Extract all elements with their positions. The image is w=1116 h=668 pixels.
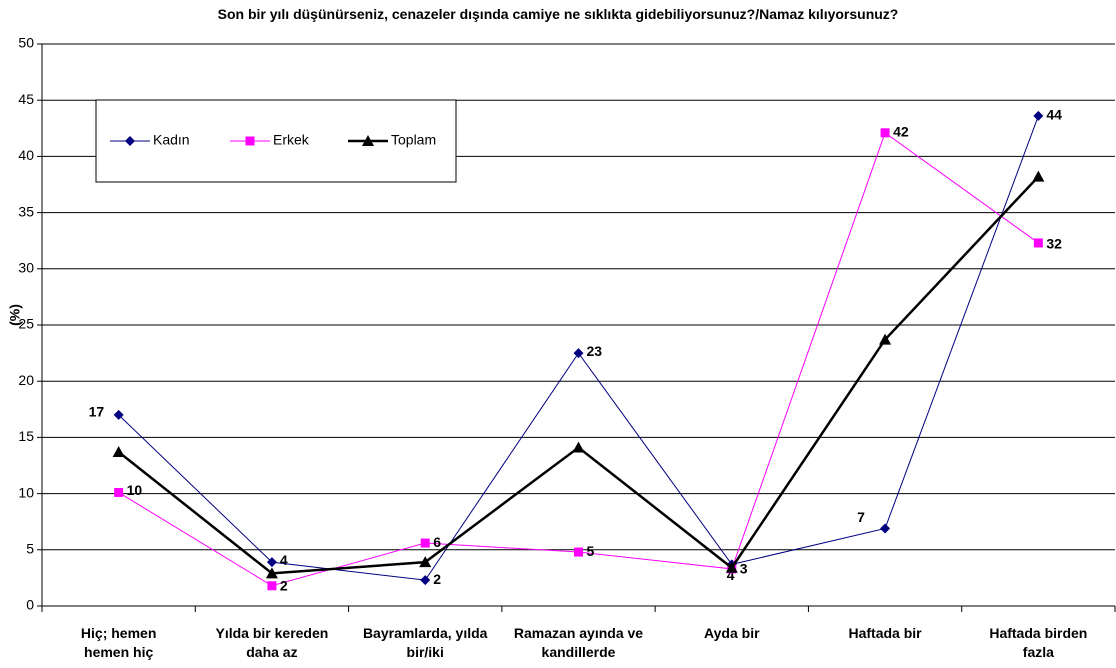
data-point xyxy=(420,575,431,586)
data-label: 23 xyxy=(587,343,603,359)
data-point xyxy=(113,409,124,420)
y-tick-label: 50 xyxy=(18,35,34,51)
x-tick-label: Yılda bir kereden daha az xyxy=(215,625,329,660)
x-tick-label: Hiç; hemen hemen hiç xyxy=(80,625,157,660)
y-tick-label: 15 xyxy=(18,428,34,444)
data-point xyxy=(880,128,890,138)
data-label: 10 xyxy=(127,482,143,498)
data-point xyxy=(880,523,891,534)
data-label: 2 xyxy=(280,577,288,593)
y-tick-label: 25 xyxy=(18,316,34,332)
data-point xyxy=(267,581,277,591)
legend-marker xyxy=(362,135,374,146)
data-point xyxy=(112,446,125,458)
x-tick-label: Bayramlarda, yılda bir/iki xyxy=(362,625,488,660)
legend-box xyxy=(95,99,457,183)
legend-label: Toplam xyxy=(391,132,436,148)
data-point xyxy=(114,487,124,497)
y-tick-label: 45 xyxy=(18,91,34,107)
legend-marker xyxy=(125,136,135,146)
data-point xyxy=(265,567,278,579)
legend-marker xyxy=(245,136,255,146)
data-label: 17 xyxy=(89,404,105,420)
x-tick-label: Haftada bir xyxy=(848,625,922,641)
legend-label: Kadın xyxy=(153,132,190,148)
data-label: 44 xyxy=(1046,107,1062,123)
y-axis-label: (%) xyxy=(7,304,23,326)
data-point xyxy=(1033,238,1043,248)
series-line xyxy=(118,132,1039,587)
data-point xyxy=(879,333,892,345)
data-label: 2 xyxy=(433,571,441,587)
data-point xyxy=(420,538,430,548)
x-tick-label: Ayda bir xyxy=(704,625,760,641)
y-tick-label: 20 xyxy=(18,372,34,388)
data-label: 32 xyxy=(1046,236,1062,252)
data-label: 42 xyxy=(893,123,909,139)
data-label: 4 xyxy=(727,567,735,583)
data-point xyxy=(574,547,583,557)
y-tick-label: 35 xyxy=(18,203,34,219)
x-tick-label: Ramazan ayında ve kandillerde xyxy=(513,625,644,660)
data-label: 4 xyxy=(280,552,288,568)
y-tick-label: 0 xyxy=(26,597,34,613)
data-point xyxy=(1033,110,1044,121)
data-label: 3 xyxy=(740,561,748,577)
series-line xyxy=(118,115,1039,581)
data-label: 6 xyxy=(433,534,441,550)
data-point xyxy=(266,557,277,568)
data-point xyxy=(572,441,585,453)
data-label: 7 xyxy=(857,509,865,525)
y-tick-label: 5 xyxy=(26,541,34,557)
data-point xyxy=(573,348,584,359)
y-tick-label: 40 xyxy=(18,147,34,163)
chart-title: Son bir yılı düşünürseniz, cenazeler dış… xyxy=(217,6,899,22)
data-point xyxy=(419,556,432,568)
y-tick-label: 10 xyxy=(18,484,34,500)
legend-label: Erkek xyxy=(273,132,310,148)
data-point xyxy=(725,561,738,573)
series-line xyxy=(117,175,1040,575)
y-tick-label: 30 xyxy=(18,260,34,276)
data-label: 5 xyxy=(587,543,595,559)
x-tick-label: Haftada birden fazla xyxy=(989,625,1088,660)
data-point xyxy=(1032,170,1045,182)
